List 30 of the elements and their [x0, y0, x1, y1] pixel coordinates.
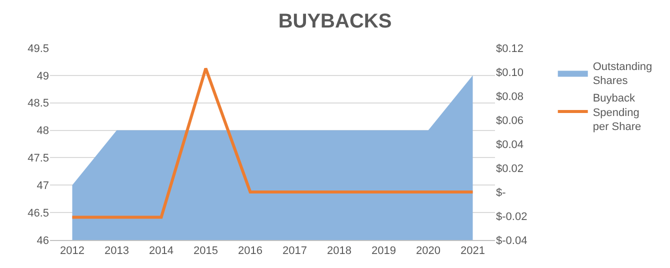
x-tick-label: 2012: [60, 245, 84, 258]
x-tick-label: 2019: [372, 245, 396, 258]
y-tick-label: 49.5: [28, 42, 49, 55]
y-tick-label: 47: [36, 180, 49, 192]
y-tick-label: 47.5: [28, 152, 49, 165]
y-tick-label: 46: [36, 234, 49, 247]
y2-tick-label: $0.04: [496, 138, 524, 151]
x-tick-label: 2020: [416, 245, 440, 258]
y2-tick-label: $-0.04: [496, 234, 528, 247]
x-tick-label: 2013: [104, 245, 129, 258]
legend-label: Buyback Spending per Share: [592, 92, 642, 134]
x-tick-label: 2017: [282, 245, 307, 258]
y-tick-label: 48.5: [28, 98, 49, 110]
x-tick-label: 2016: [238, 245, 262, 258]
y2-tick-label: $0.06: [496, 114, 524, 127]
y2-tick-label: $0.08: [496, 90, 524, 103]
x-tick-label: 2015: [194, 245, 218, 258]
y-tick-label: 48: [36, 125, 49, 138]
chart-title: BUYBACKS: [278, 10, 392, 32]
y2-tick-label: $-0.02: [496, 210, 528, 223]
y2-tick-label: $0.12: [496, 42, 524, 55]
y2-tick-label: $-: [496, 186, 506, 199]
y-tick-label: 46.5: [28, 207, 49, 220]
y-tick-label: 49: [36, 70, 49, 82]
y2-tick-label: $0.02: [496, 162, 524, 175]
x-tick-label: 2018: [327, 245, 352, 258]
x-tick-label: 2021: [460, 245, 485, 258]
legend-label: Outstanding Shares: [592, 60, 652, 88]
x-tick-label: 2014: [149, 245, 174, 258]
y2-tick-label: $0.10: [496, 66, 524, 79]
